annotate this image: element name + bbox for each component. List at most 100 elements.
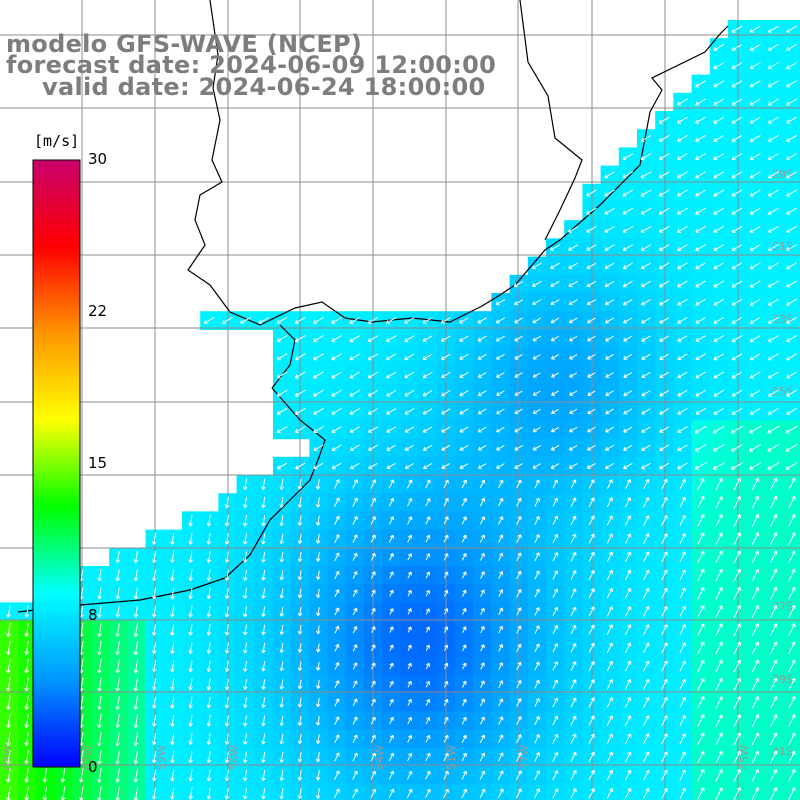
- wind-arrow: [731, 316, 743, 324]
- wind-arrow: [388, 788, 395, 799]
- wind-arrow: [206, 605, 212, 618]
- wind-arrow: [133, 695, 139, 710]
- wind-arrow: [170, 787, 175, 800]
- wind-arrow: [404, 353, 415, 361]
- wind-arrow: [731, 335, 743, 343]
- wind-arrow: [606, 660, 614, 672]
- wind-arrow: [770, 641, 778, 655]
- wind-arrow: [279, 533, 284, 545]
- wind-arrow: [352, 479, 359, 489]
- lon-label: 63W: [2, 745, 15, 770]
- wind-arrow: [623, 408, 633, 415]
- wind-arrow: [115, 768, 120, 783]
- wind-arrow: [404, 444, 415, 451]
- wind-arrow: [697, 768, 705, 782]
- wind-arrow: [643, 769, 650, 781]
- wind-arrow: [552, 588, 559, 598]
- wind-arrow: [188, 532, 193, 545]
- wind-arrow: [569, 408, 578, 415]
- wind-arrow: [695, 298, 706, 306]
- wind-arrow: [224, 642, 230, 654]
- wind-arrow: [224, 533, 230, 545]
- wind-arrow: [751, 641, 760, 655]
- wind-arrow: [534, 661, 540, 671]
- wind-arrow: [751, 714, 760, 727]
- wind-arrow: [477, 408, 487, 415]
- wind-arrow: [367, 353, 379, 361]
- wind-arrow: [313, 407, 324, 415]
- wind-arrow: [749, 280, 761, 288]
- wind-arrow: [443, 479, 449, 489]
- wind-arrow: [659, 280, 670, 288]
- wind-arrow: [404, 316, 415, 324]
- wind-arrow: [133, 659, 139, 674]
- wind-arrow: [606, 533, 613, 544]
- wind-arrow: [294, 316, 306, 324]
- wind-arrow: [733, 623, 741, 636]
- wind-arrow: [425, 516, 431, 525]
- wind-arrow: [206, 587, 212, 600]
- wind-arrow: [641, 317, 651, 324]
- wind-arrow: [733, 787, 741, 800]
- lat-label: 41S: [772, 745, 793, 758]
- wind-arrow: [552, 624, 559, 635]
- wind-arrow: [388, 497, 395, 507]
- wind-arrow: [697, 477, 705, 491]
- wind-arrow: [97, 587, 102, 600]
- wind-arrow: [443, 698, 449, 706]
- coastline: [187, 0, 729, 326]
- wind-arrow: [588, 515, 595, 526]
- wind-arrow: [532, 445, 541, 451]
- wind-arrow: [315, 607, 321, 617]
- wind-arrow: [623, 444, 633, 451]
- wind-arrow: [661, 478, 668, 490]
- wind-arrow: [406, 479, 413, 489]
- wind-arrow: [640, 171, 652, 179]
- wind-arrow: [279, 478, 284, 490]
- wind-arrow: [767, 462, 780, 470]
- wind-arrow: [496, 444, 505, 451]
- wind-arrow: [203, 316, 215, 324]
- wind-arrow: [679, 624, 686, 636]
- wind-arrow: [586, 207, 597, 215]
- wind-arrow: [695, 171, 707, 179]
- wind-arrow: [679, 733, 686, 745]
- wind-arrow: [570, 715, 577, 726]
- wind-arrow: [371, 680, 376, 688]
- wind-arrow: [606, 678, 614, 690]
- wind-arrow: [731, 134, 743, 142]
- wind-arrow: [294, 353, 306, 361]
- wind-arrow: [389, 589, 394, 597]
- wind-arrow: [224, 551, 230, 563]
- wind-arrow: [661, 715, 668, 727]
- wind-arrow: [767, 153, 779, 161]
- wind-arrow: [570, 588, 577, 599]
- wind-arrow: [677, 462, 688, 470]
- wind-arrow: [661, 587, 668, 599]
- wind-arrow: [730, 443, 744, 452]
- wind-arrow: [440, 335, 451, 342]
- wind-arrow: [385, 335, 397, 343]
- wind-arrow: [604, 244, 615, 251]
- wind-arrow: [97, 640, 102, 656]
- wind-arrow: [331, 335, 342, 343]
- wind-arrow: [151, 660, 157, 673]
- wind-arrow: [661, 660, 668, 672]
- wind-arrow: [659, 335, 670, 342]
- wind-arrow: [731, 371, 743, 379]
- wind-arrow: [641, 426, 651, 433]
- wind-arrow: [334, 607, 340, 616]
- wind-arrow: [786, 62, 798, 70]
- wind-arrow: [407, 516, 413, 525]
- wind-arrow: [459, 463, 469, 469]
- wind-arrow: [622, 262, 633, 270]
- wind-arrow: [514, 390, 523, 396]
- wind-arrow: [624, 515, 632, 526]
- wind-arrow: [606, 569, 613, 581]
- wind-arrow: [767, 98, 779, 106]
- wind-arrow: [441, 408, 451, 415]
- wind-arrow: [713, 98, 725, 106]
- wind-arrow: [569, 372, 578, 378]
- wind-arrow: [276, 462, 288, 470]
- wind-arrow: [568, 444, 578, 451]
